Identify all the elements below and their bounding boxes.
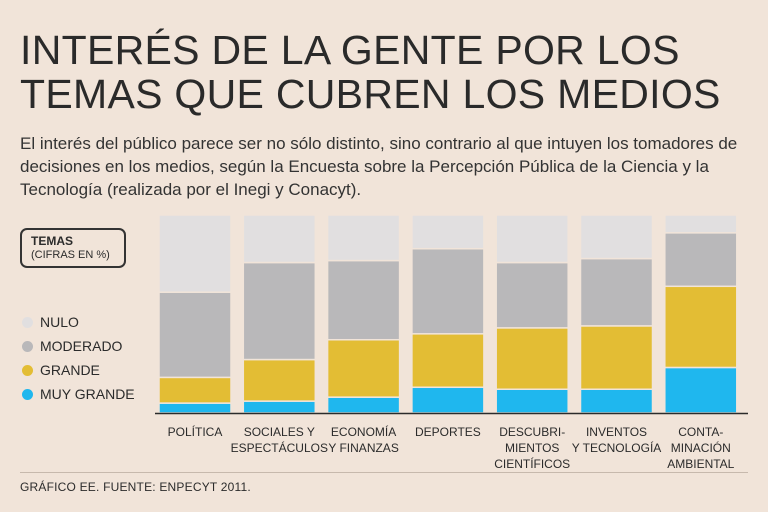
- category-label-0: POLÍTICA: [168, 424, 223, 439]
- bar-segment-moderado-4: [495, 261, 569, 329]
- legend-subtitle: (CIFRAS EN %): [31, 249, 110, 261]
- legend-swatch-nulo: [22, 316, 33, 328]
- legend-label-moderado: MODERADO: [40, 338, 123, 354]
- category-label-3: DEPORTES: [415, 425, 481, 439]
- chart-title: INTERÉS DE LA GENTE POR LOS TEMAS QUE CU…: [20, 28, 750, 116]
- bar-segment-muy-grande-0: [158, 402, 232, 414]
- bar-segment-grande-1: [242, 358, 317, 402]
- category-label-1: SOCIALES Y ESPECTÁCULOS: [231, 425, 328, 455]
- legend-header-box: TEMAS (CIFRAS EN %): [20, 228, 126, 268]
- title-line-1: INTERÉS DE LA GENTE POR LOS: [20, 27, 680, 73]
- bar-segment-muy-grande-5: [579, 388, 654, 414]
- chart-subtitle: El interés del público parece ser no sól…: [20, 134, 738, 199]
- legend-item-grande: GRANDE: [22, 358, 135, 382]
- bar-segment-muy-grande-4: [495, 388, 569, 414]
- bar-segment-nulo-3: [411, 214, 485, 250]
- source-footer: GRÁFICO EE. FUENTE: ENPECYT 2011.: [20, 480, 251, 494]
- category-label-2: ECONOMÍA Y FINANZAS: [328, 424, 398, 455]
- legend-item-nulo: NULO: [22, 310, 135, 334]
- bar-segment-muy-grande-6: [664, 366, 738, 414]
- bar-segment-grande-2: [326, 338, 401, 398]
- legend-item-muy-grande: MUY GRANDE: [22, 382, 135, 406]
- bar-segment-muy-grande-1: [242, 400, 317, 414]
- category-label-6: CONTA-MINACIÓN AMBIENTAL: [667, 425, 734, 471]
- bar-segment-moderado-2: [326, 259, 401, 341]
- bar-segment-nulo-6: [664, 214, 738, 234]
- bar-segment-moderado-6: [664, 232, 738, 288]
- bar-segment-moderado-1: [242, 261, 317, 361]
- legend-swatch-muy-grande: [22, 388, 33, 400]
- bar-segment-nulo-0: [158, 214, 232, 293]
- bar-segment-grande-5: [579, 325, 654, 390]
- bar-segment-muy-grande-3: [411, 386, 485, 414]
- legend: NULO MODERADO GRANDE MUY GRANDE: [22, 310, 135, 406]
- bar-segment-nulo-1: [242, 214, 317, 264]
- legend-label-muy-grande: MUY GRANDE: [40, 386, 135, 402]
- legend-item-moderado: MODERADO: [22, 334, 135, 358]
- bar-segment-moderado-3: [411, 247, 485, 335]
- bar-segment-grande-6: [664, 285, 738, 369]
- bar-segment-grande-0: [158, 376, 232, 404]
- category-label-5: INVENTOS Y TECNOLOGÍA: [572, 425, 662, 455]
- legend-title: TEMAS: [31, 234, 73, 248]
- title-line-2: TEMAS QUE CUBREN LOS MEDIOS: [20, 71, 721, 117]
- bar-segment-muy-grande-2: [326, 396, 401, 414]
- footer-divider: [20, 472, 748, 473]
- legend-label-grande: GRANDE: [40, 362, 100, 378]
- bar-segment-moderado-0: [158, 291, 232, 379]
- bar-segment-moderado-5: [579, 257, 654, 327]
- bar-segment-grande-3: [411, 333, 485, 389]
- bar-segment-nulo-2: [326, 214, 401, 262]
- legend-label-nulo: NULO: [40, 314, 79, 330]
- legend-swatch-moderado: [22, 340, 33, 352]
- bar-segment-nulo-5: [579, 214, 654, 260]
- legend-swatch-grande: [22, 364, 33, 376]
- bar-segment-grande-4: [495, 327, 569, 390]
- bar-segment-nulo-4: [495, 214, 569, 264]
- category-label-4: DESCUBRI-MIENTOS CIENTÍFICOS: [494, 425, 570, 471]
